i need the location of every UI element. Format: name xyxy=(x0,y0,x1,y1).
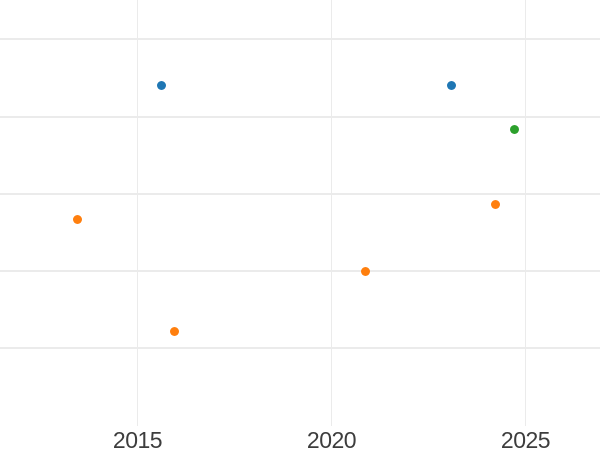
data-point-blue xyxy=(157,81,166,91)
data-point-orange xyxy=(170,326,180,336)
horizontal-gridline xyxy=(0,115,600,118)
data-point-blue xyxy=(447,81,456,91)
horizontal-gridline xyxy=(0,270,600,272)
vertical-gridline xyxy=(330,0,333,426)
vertical-gridline xyxy=(136,0,139,426)
horizontal-gridline xyxy=(0,347,600,350)
data-point-orange xyxy=(490,199,500,209)
x-tick-label: 2025 xyxy=(500,427,551,450)
x-axis: 2015 2020 2025 xyxy=(0,426,600,450)
horizontal-gridline xyxy=(0,38,600,40)
data-point-orange xyxy=(360,266,370,276)
data-point-green xyxy=(509,124,519,134)
x-tick-label: 2020 xyxy=(306,427,357,450)
vertical-gridline xyxy=(524,0,527,426)
x-tick-label: 2015 xyxy=(112,427,163,450)
plot-area xyxy=(0,0,600,426)
data-point-orange xyxy=(72,215,82,224)
horizontal-gridline xyxy=(0,193,600,195)
